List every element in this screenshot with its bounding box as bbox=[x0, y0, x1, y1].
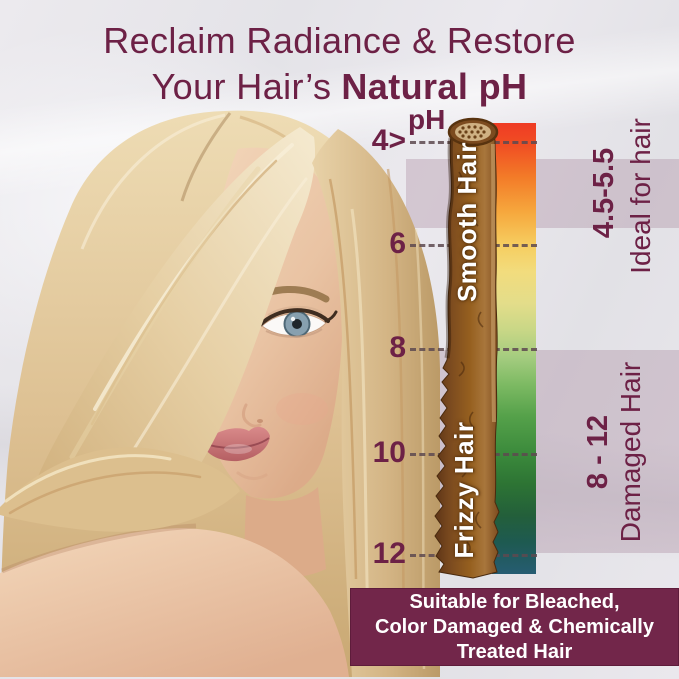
ideal-desc-label: Ideal for hair bbox=[625, 118, 656, 274]
shaft-highlight-edge bbox=[491, 143, 496, 423]
ph-tick-label-8: 8 bbox=[389, 331, 406, 364]
banner-line-3: Treated Hair bbox=[456, 640, 573, 663]
banner-line-1: Suitable for Bleached, bbox=[409, 590, 620, 613]
cheek-blush bbox=[276, 393, 328, 425]
page-title: Reclaim Radiance & Restore Your Hair’s Na… bbox=[0, 20, 679, 108]
ph-tick-label-6: 6 bbox=[389, 227, 406, 260]
ph-tick-label-4: 4> bbox=[371, 124, 406, 157]
nostril bbox=[257, 419, 263, 423]
ph-tick-label-10: 10 bbox=[372, 436, 406, 469]
damaged-range-label: 8 - 12 bbox=[582, 414, 614, 490]
damaged-desc-label: Damaged Hair bbox=[615, 361, 646, 543]
banner-line-2: Color Damaged & Chemically bbox=[375, 615, 654, 638]
frizzy-hair-label: Frizzy Hair bbox=[449, 421, 479, 559]
title-line-1: Reclaim Radiance & Restore bbox=[103, 20, 576, 61]
suitability-banner: Suitable for Bleached, Color Damaged & C… bbox=[350, 588, 679, 666]
shaft-shadow-edge bbox=[444, 137, 454, 359]
eye bbox=[258, 305, 338, 338]
title-line-2: Your Hair’s Natural pH bbox=[0, 66, 679, 108]
smooth-hair-label: Smooth Hair bbox=[452, 141, 482, 303]
title-line-2-bold: Natural pH bbox=[341, 66, 528, 107]
ph-tick-label-12: 12 bbox=[372, 537, 406, 570]
title-line-2-regular: Your Hair’s bbox=[151, 66, 332, 107]
ideal-range-label: 4.5-5.5 bbox=[588, 147, 620, 239]
